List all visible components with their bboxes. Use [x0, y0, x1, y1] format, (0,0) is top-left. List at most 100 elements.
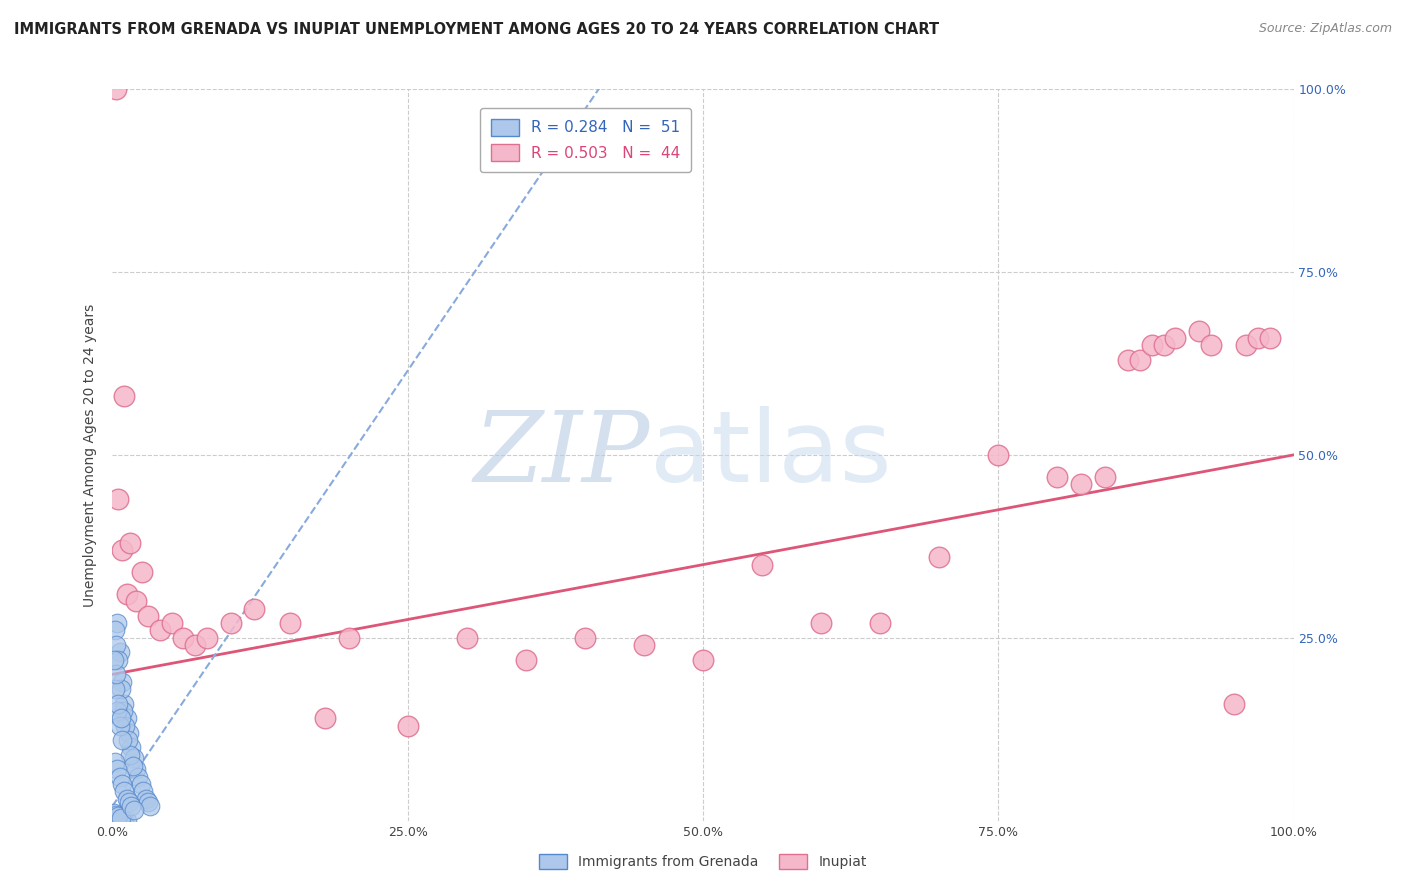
- Point: [111, 543, 134, 558]
- Point: [1153, 338, 1175, 352]
- Point: [108, 770, 131, 784]
- Point: [515, 653, 537, 667]
- Point: [1247, 331, 1270, 345]
- Point: [103, 653, 125, 667]
- Point: [120, 535, 142, 549]
- Point: [456, 631, 478, 645]
- Point: [149, 624, 172, 638]
- Point: [132, 784, 155, 798]
- Point: [337, 631, 360, 645]
- Point: [117, 733, 139, 747]
- Point: [219, 616, 242, 631]
- Point: [114, 718, 136, 732]
- Point: [135, 791, 157, 805]
- Point: [107, 491, 129, 506]
- Point: [104, 624, 127, 638]
- Point: [121, 758, 143, 772]
- Point: [108, 645, 131, 659]
- Point: [120, 799, 142, 814]
- Point: [1046, 470, 1069, 484]
- Point: [108, 718, 131, 732]
- Point: [111, 812, 134, 826]
- Point: [1140, 338, 1163, 352]
- Point: [131, 565, 153, 579]
- Point: [111, 674, 134, 689]
- Point: [125, 763, 148, 777]
- Point: [127, 770, 149, 784]
- Point: [1129, 352, 1152, 367]
- Point: [105, 807, 128, 822]
- Point: [172, 631, 194, 645]
- Point: [110, 711, 132, 725]
- Point: [105, 616, 128, 631]
- Point: [120, 740, 142, 755]
- Point: [1223, 697, 1246, 711]
- Point: [122, 751, 145, 765]
- Point: [1094, 470, 1116, 484]
- Point: [105, 638, 128, 652]
- Point: [195, 631, 218, 645]
- Point: [136, 796, 159, 810]
- Point: [104, 812, 127, 826]
- Point: [118, 726, 141, 740]
- Point: [1258, 331, 1281, 345]
- Point: [987, 448, 1010, 462]
- Point: [105, 763, 128, 777]
- Point: [107, 653, 129, 667]
- Point: [115, 587, 138, 601]
- Point: [118, 796, 141, 810]
- Point: [1164, 331, 1187, 345]
- Text: ZIP: ZIP: [474, 408, 650, 502]
- Point: [692, 653, 714, 667]
- Point: [810, 616, 832, 631]
- Point: [112, 704, 135, 718]
- Text: atlas: atlas: [650, 407, 891, 503]
- Point: [125, 594, 148, 608]
- Point: [751, 558, 773, 572]
- Point: [105, 810, 128, 824]
- Point: [184, 638, 207, 652]
- Point: [129, 777, 152, 791]
- Point: [115, 814, 138, 828]
- Point: [633, 638, 655, 652]
- Point: [111, 777, 134, 791]
- Point: [107, 809, 129, 823]
- Text: Source: ZipAtlas.com: Source: ZipAtlas.com: [1258, 22, 1392, 36]
- Text: IMMIGRANTS FROM GRENADA VS INUPIAT UNEMPLOYMENT AMONG AGES 20 TO 24 YEARS CORREL: IMMIGRANTS FROM GRENADA VS INUPIAT UNEMP…: [14, 22, 939, 37]
- Point: [243, 601, 266, 615]
- Legend: R = 0.284   N =  51, R = 0.503   N =  44: R = 0.284 N = 51, R = 0.503 N = 44: [481, 108, 690, 172]
- Point: [108, 811, 131, 825]
- Point: [104, 681, 127, 696]
- Point: [136, 608, 159, 623]
- Point: [160, 616, 183, 631]
- Point: [115, 791, 138, 805]
- Point: [104, 755, 127, 769]
- Point: [112, 389, 135, 403]
- Point: [278, 616, 301, 631]
- Point: [111, 733, 134, 747]
- Point: [869, 616, 891, 631]
- Point: [115, 711, 138, 725]
- Point: [105, 82, 128, 96]
- Y-axis label: Unemployment Among Ages 20 to 24 years: Unemployment Among Ages 20 to 24 years: [83, 303, 97, 607]
- Point: [105, 704, 128, 718]
- Point: [574, 631, 596, 645]
- Point: [103, 806, 125, 821]
- Legend: Immigrants from Grenada, Inupiat: Immigrants from Grenada, Inupiat: [533, 847, 873, 876]
- Point: [107, 697, 129, 711]
- Point: [120, 747, 142, 762]
- Point: [122, 803, 145, 817]
- Point: [105, 667, 128, 681]
- Point: [1070, 477, 1092, 491]
- Point: [139, 799, 162, 814]
- Point: [110, 811, 132, 825]
- Point: [1188, 324, 1211, 338]
- Point: [1199, 338, 1222, 352]
- Point: [112, 813, 135, 827]
- Point: [1234, 338, 1257, 352]
- Point: [112, 784, 135, 798]
- Point: [314, 711, 336, 725]
- Point: [112, 697, 135, 711]
- Point: [928, 550, 950, 565]
- Point: [110, 681, 132, 696]
